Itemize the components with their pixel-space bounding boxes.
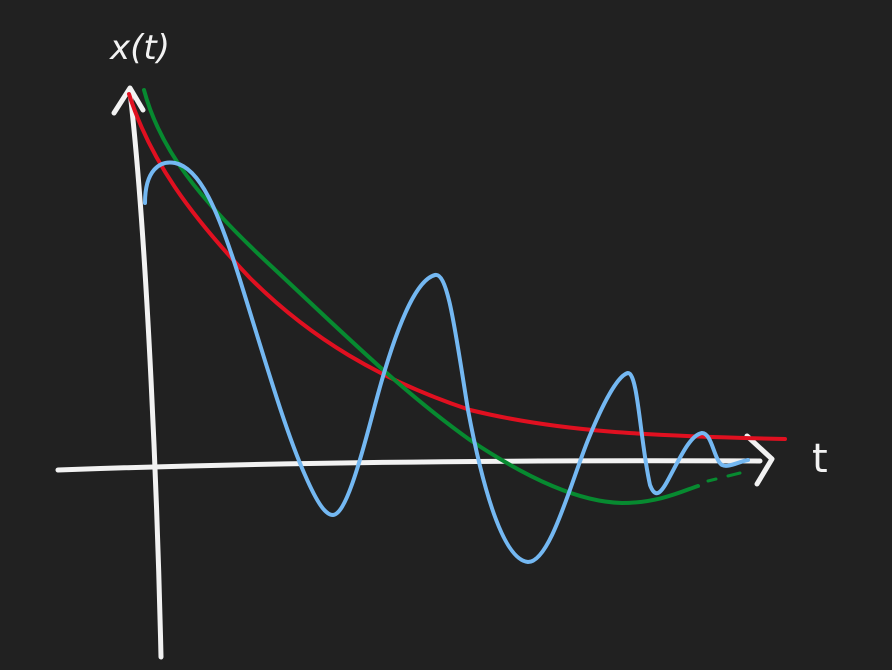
x-axis [55, 458, 763, 473]
x-axis-arrowhead [744, 433, 775, 487]
red-decay-curve [127, 92, 787, 441]
green-curve-dashed-tail [706, 471, 742, 483]
y-axis-arrowhead [111, 85, 146, 116]
blue-oscillating-curve [143, 160, 750, 564]
x-axis-label: t [812, 436, 828, 482]
y-axis-label: x(t) [110, 28, 170, 68]
green-damped-curve [142, 88, 700, 506]
y-axis [127, 89, 164, 660]
